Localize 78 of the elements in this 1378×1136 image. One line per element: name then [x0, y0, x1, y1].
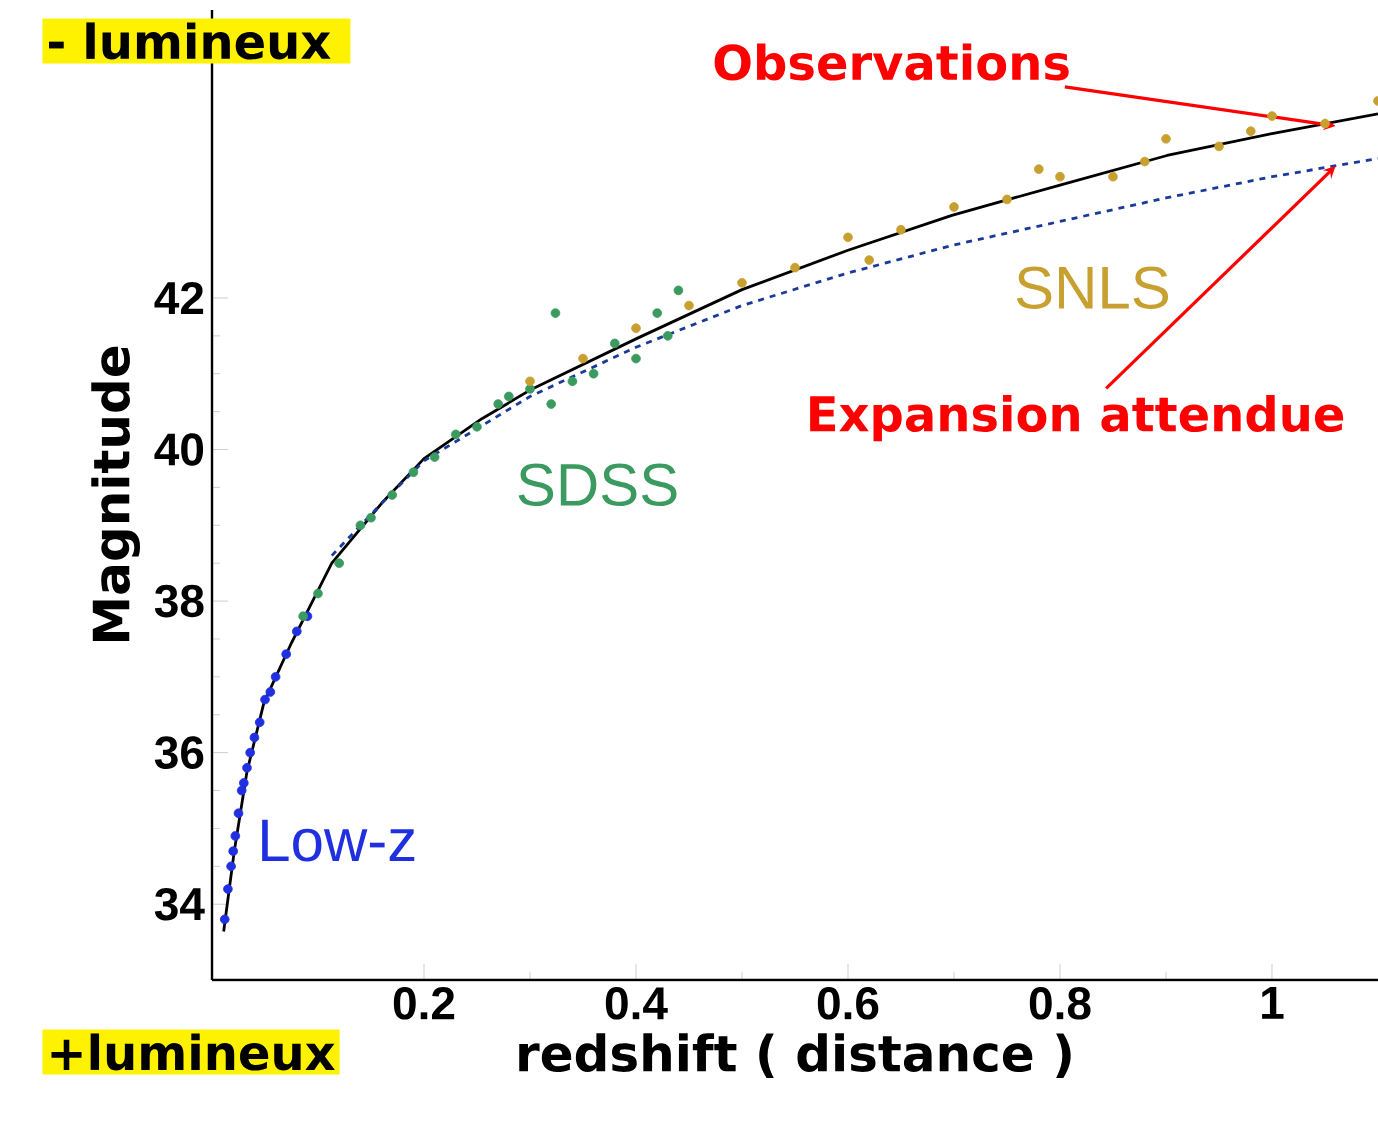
y-tick-label: 42: [154, 281, 204, 315]
point: [334, 558, 345, 568]
point: [245, 747, 255, 758]
point: [610, 338, 620, 349]
point: [631, 353, 641, 364]
line-series: [222, 112, 1378, 933]
point: [472, 421, 482, 432]
point: [578, 353, 588, 364]
point: [949, 202, 959, 212]
point: [1002, 194, 1012, 205]
point: [663, 331, 673, 341]
point: [226, 861, 236, 872]
annotation: Expansion attendue: [810, 394, 1344, 442]
point: [864, 255, 874, 265]
x-tick-label: 0.6: [817, 987, 879, 1020]
point: [1267, 111, 1277, 121]
point: [292, 626, 302, 637]
point: [298, 611, 308, 622]
point: [265, 687, 276, 697]
point: [493, 399, 503, 409]
point: [652, 308, 662, 318]
point: [242, 763, 252, 773]
point: [239, 778, 249, 788]
point: [366, 512, 376, 523]
y-tick-label: 40: [154, 433, 204, 466]
point: [550, 308, 561, 318]
point: [223, 884, 233, 894]
point: [790, 262, 800, 273]
point: [233, 808, 244, 819]
point: [355, 520, 366, 531]
point: [281, 649, 291, 659]
point: [896, 224, 906, 235]
point: [270, 672, 281, 682]
point: [567, 376, 578, 387]
point: [249, 732, 260, 743]
series-label: SDSS: [518, 463, 677, 507]
point: [631, 323, 641, 334]
point: [546, 399, 557, 409]
point: [1214, 141, 1224, 152]
point: [525, 376, 535, 387]
point: [254, 717, 265, 728]
point: [451, 429, 461, 440]
point: [673, 285, 684, 296]
point: [313, 588, 323, 599]
x-tick-label: 0.2: [393, 987, 455, 1020]
annotation: Observations: [714, 43, 1069, 81]
y-tick-label: 36: [154, 736, 204, 769]
y-tick-label: 34: [154, 887, 205, 921]
point: [1246, 126, 1256, 137]
x-tick-label: 0.4: [605, 987, 668, 1020]
point: [429, 452, 440, 462]
y-tick-label: 38: [154, 584, 204, 618]
point: [387, 490, 398, 500]
point: [588, 368, 599, 379]
point: [236, 785, 247, 796]
point: [1055, 171, 1065, 182]
point: [260, 694, 270, 705]
point: [408, 467, 419, 478]
point: [843, 232, 853, 243]
point: [228, 846, 238, 856]
point: [1161, 134, 1171, 144]
point: [684, 300, 694, 311]
series-label: Low-z: [262, 819, 415, 862]
point: [219, 914, 230, 925]
series-label: SNLS: [1016, 266, 1169, 309]
x-tick-label: 0.8: [1029, 987, 1091, 1020]
x-tick-label: 1: [1262, 987, 1284, 1019]
point: [737, 278, 747, 288]
text: +lumineux: [51, 1033, 335, 1071]
point: [1108, 171, 1118, 182]
point: [1140, 156, 1150, 167]
point: [504, 391, 514, 402]
x-axis-title: redshift ( distance ): [519, 1033, 1071, 1078]
point: [1320, 118, 1330, 129]
point: [230, 831, 241, 841]
annotation: - lumineux: [49, 22, 331, 60]
y-axis-title: Magnitude: [91, 346, 141, 642]
point: [1034, 164, 1044, 174]
